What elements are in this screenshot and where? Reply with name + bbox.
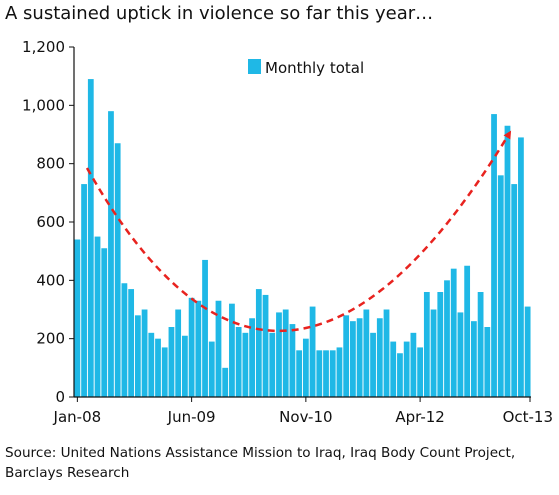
bar xyxy=(289,324,296,397)
bar xyxy=(155,338,161,397)
bar xyxy=(518,137,524,398)
bar xyxy=(202,259,208,397)
bar xyxy=(229,303,235,397)
y-tick-label: 200 xyxy=(36,330,65,348)
bar-chart: 0 200 400 600 800 1,000 1,200 Jan-08 Jun-09 Nov-… xyxy=(22,38,553,426)
bar xyxy=(195,300,202,397)
source-line-2: Barclays Research xyxy=(5,465,130,481)
x-tick-label: Apr-12 xyxy=(395,408,445,426)
bar xyxy=(182,335,188,397)
chart-title: A sustained uptick in violence so far th… xyxy=(5,3,434,24)
y-tick-label: 1,000 xyxy=(22,96,65,114)
bar xyxy=(161,347,168,397)
bar xyxy=(430,309,437,397)
bar xyxy=(235,327,242,397)
legend-swatch xyxy=(248,59,261,74)
bar xyxy=(121,283,128,397)
bar xyxy=(350,321,356,397)
bar xyxy=(148,332,155,397)
x-tick-label: Oct-13 xyxy=(503,408,553,426)
bar xyxy=(242,332,249,397)
bar xyxy=(94,236,101,397)
source-note: Source: United Nations Assistance Missio… xyxy=(5,443,555,483)
bar xyxy=(175,309,182,397)
bar xyxy=(504,125,511,397)
bar xyxy=(410,332,417,397)
bar xyxy=(208,341,215,397)
bar xyxy=(383,309,390,397)
bar xyxy=(74,239,81,397)
bar xyxy=(81,184,87,397)
bar xyxy=(403,341,410,397)
bar xyxy=(87,79,94,397)
source-line-1: Source: United Nations Assistance Missio… xyxy=(5,445,516,461)
bar xyxy=(141,309,148,397)
bar xyxy=(457,312,464,397)
x-tick-label: Jun-09 xyxy=(167,408,216,426)
bar xyxy=(128,289,135,397)
bar xyxy=(108,111,114,398)
y-tick-label: 400 xyxy=(36,271,65,289)
bar xyxy=(101,248,108,397)
bar xyxy=(437,292,444,397)
legend: Monthly total xyxy=(248,59,364,77)
bar xyxy=(491,114,497,397)
bar xyxy=(444,280,450,397)
bar xyxy=(336,347,343,397)
bar xyxy=(464,265,471,397)
bar xyxy=(282,309,289,397)
bar xyxy=(390,341,397,397)
legend-label: Monthly total xyxy=(265,59,364,77)
bar xyxy=(255,289,262,397)
x-tick-label: Jan-08 xyxy=(53,408,102,426)
bar xyxy=(316,350,323,397)
bar xyxy=(376,318,383,397)
x-tick-label: Nov-10 xyxy=(279,408,332,426)
bar xyxy=(397,353,403,397)
bar xyxy=(370,332,376,397)
bar xyxy=(511,184,518,397)
y-tick-label: 1,200 xyxy=(22,38,65,56)
bar xyxy=(188,297,195,397)
bar xyxy=(323,350,329,397)
bar xyxy=(269,332,276,397)
bar xyxy=(343,315,350,397)
bar xyxy=(450,268,457,397)
y-axis: 0 200 400 600 800 1,000 1,200 xyxy=(22,38,74,406)
y-tick-label: 800 xyxy=(36,155,65,173)
bar xyxy=(470,321,477,397)
bar xyxy=(356,318,363,397)
bar xyxy=(296,350,303,397)
bar xyxy=(423,292,430,397)
bar xyxy=(329,350,336,397)
bar xyxy=(262,294,269,397)
y-tick-label: 0 xyxy=(55,388,65,406)
bar xyxy=(249,318,255,397)
bar xyxy=(222,367,229,397)
bar xyxy=(134,315,141,397)
bar xyxy=(215,300,222,397)
bar xyxy=(168,327,175,397)
bar xyxy=(477,292,484,397)
bar xyxy=(114,143,121,397)
trend-arrow xyxy=(85,130,512,333)
bar xyxy=(417,347,423,397)
x-axis: Jan-08 Jun-09 Nov-10 Apr-12 Oct-13 xyxy=(53,397,553,426)
bar xyxy=(484,327,491,397)
bar xyxy=(302,338,309,397)
y-tick-label: 600 xyxy=(36,213,65,231)
bar xyxy=(363,309,370,397)
bar xyxy=(309,306,316,397)
bar xyxy=(524,306,531,397)
bar xyxy=(497,175,504,397)
bars-group xyxy=(74,79,531,398)
bar xyxy=(276,312,282,397)
